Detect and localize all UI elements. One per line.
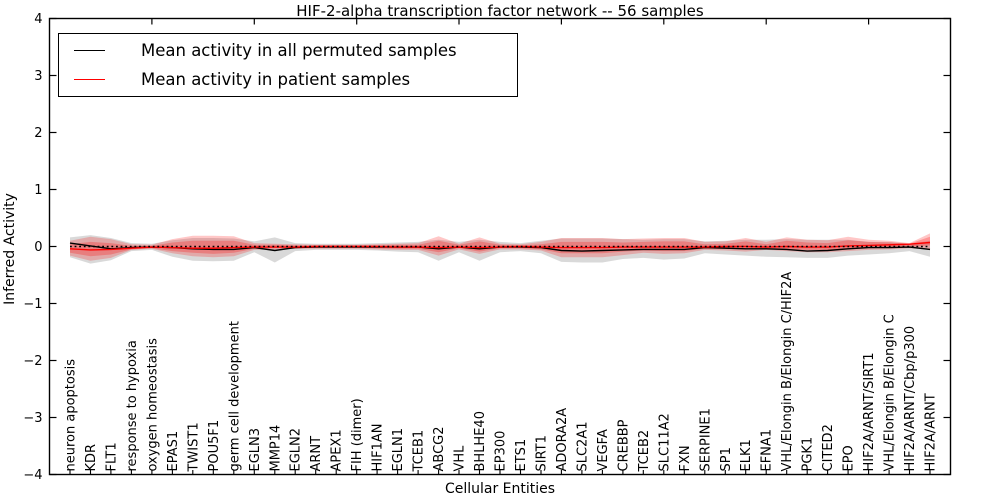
y-tick-label: −4 xyxy=(23,468,42,483)
x-tick-label: neuron apoptosis xyxy=(64,359,79,472)
x-tick-label: TWIST1 xyxy=(186,422,201,472)
x-tick-label: FIH (dimer) xyxy=(350,398,365,471)
x-tick-label: EGLN1 xyxy=(391,428,406,472)
x-tick-label: MMP14 xyxy=(268,425,283,472)
y-tick-label: −3 xyxy=(23,411,42,426)
x-tick-label: APEX1 xyxy=(330,429,345,471)
x-tick-label: VHL/Elongin B/Elongin C/HIF2A xyxy=(780,272,795,472)
y-tick-label: −2 xyxy=(23,354,42,369)
legend-label-permuted: Mean activity in all permuted samples xyxy=(141,41,457,61)
x-tick-label: KDR xyxy=(84,444,99,472)
chart-title: HIF-2-alpha transcription factor network… xyxy=(296,2,704,20)
x-tick-label: EGLN2 xyxy=(289,428,304,472)
x-tick-label: POU5F1 xyxy=(207,420,222,472)
x-tick-label: EFNA1 xyxy=(760,429,775,472)
x-tick-label: HIF1AN xyxy=(371,424,386,472)
legend-label-patient: Mean activity in patient samples xyxy=(141,69,411,89)
y-tick-label: 3 xyxy=(34,69,42,84)
patient-mean-line xyxy=(69,241,931,251)
permuted-band xyxy=(70,235,930,264)
x-tick-label: EP300 xyxy=(494,431,509,472)
y-tick-label: 0 xyxy=(34,240,42,255)
x-tick-label: FXN xyxy=(678,445,693,471)
x-tick-label: SERPINE1 xyxy=(698,408,713,471)
x-tick-label: VEGFA xyxy=(596,429,611,471)
x-tick-label: TCEB2 xyxy=(637,430,652,473)
x-tick-label: HIF2A/ARNT/SIRT1 xyxy=(862,353,877,472)
x-tick-label: response to hypoxia xyxy=(125,340,140,471)
x-tick-label: SLC2A1 xyxy=(575,421,590,471)
x-tick-label: PGK1 xyxy=(801,437,816,472)
x-tick-label: ELK1 xyxy=(739,439,754,471)
x-tick-label: ABCG2 xyxy=(432,426,447,471)
x-tick-label: BHLHE40 xyxy=(473,411,488,471)
x-tick-label: VHL xyxy=(453,445,468,472)
x-tick-label: CITED2 xyxy=(821,424,836,471)
x-tick-label: ARNT xyxy=(309,436,324,472)
x-tick-label: TCEB1 xyxy=(412,430,427,473)
legend-item-patient: Mean activity in patient samples xyxy=(59,65,517,93)
x-tick-label: SIRT1 xyxy=(535,435,550,471)
x-tick-label: germ cell development xyxy=(227,321,242,471)
permuted-line-sample xyxy=(74,50,105,52)
legend-item-permuted: Mean activity in all permuted samples xyxy=(59,37,517,65)
x-tick-label: SP1 xyxy=(719,447,734,471)
y-tick-label: −1 xyxy=(23,297,42,312)
legend: Mean activity in all permuted samples Me… xyxy=(58,33,518,97)
patient-line-sample xyxy=(74,78,105,80)
x-tick-label: FLT1 xyxy=(104,442,119,471)
x-tick-label: EPO xyxy=(842,445,857,471)
y-tick-label: 4 xyxy=(34,12,42,27)
x-tick-label: ADORA2A xyxy=(555,408,570,472)
x-tick-label: EGLN3 xyxy=(248,428,263,472)
y-axis-label: Inferred Activity xyxy=(2,193,18,305)
x-tick-label: EPAS1 xyxy=(166,431,181,472)
x-tick-label: HIF2A/ARNT xyxy=(924,393,939,471)
x-tick-label: ETS1 xyxy=(514,439,529,472)
x-axis-label: Cellular Entities xyxy=(444,481,556,497)
y-tick-label: 1 xyxy=(34,183,42,198)
x-tick-label: VHL/Elongin B/Elongin C xyxy=(883,314,898,471)
x-tick-label: HIF2A/ARNT/Cbp/p300 xyxy=(903,326,918,472)
x-tick-label: SLC11A2 xyxy=(657,413,672,471)
y-tick-label: 2 xyxy=(34,126,42,141)
x-tick-label: CREBBP xyxy=(616,419,631,471)
x-tick-label: oxygen homeostasis xyxy=(145,338,160,472)
